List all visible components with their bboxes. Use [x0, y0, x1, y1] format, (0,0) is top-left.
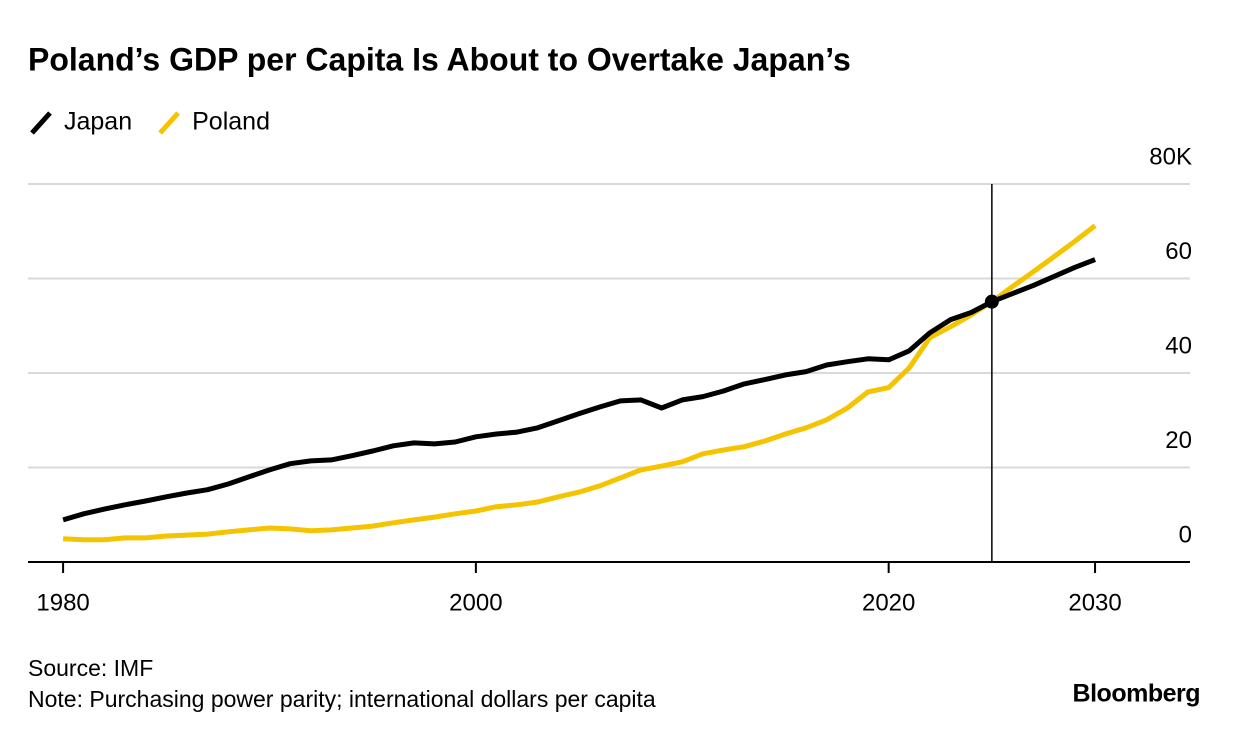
y-tick-label: 20	[1165, 427, 1192, 454]
y-tick-label: 80K	[1149, 143, 1192, 170]
y-tick-label: 0	[1179, 521, 1192, 548]
y-tick-label: 60	[1165, 238, 1192, 265]
legend-swatch	[158, 111, 180, 135]
x-tick-label: 2020	[862, 589, 915, 616]
x-tick-label: 2000	[449, 589, 502, 616]
x-tick-label: 2030	[1068, 589, 1121, 616]
brand: Bloomberg	[1073, 680, 1200, 708]
legend-label: Poland	[192, 108, 270, 136]
chart-title: Poland’s GDP per Capita Is About to Over…	[28, 41, 851, 77]
highlight-dot	[984, 294, 999, 309]
source: Source: IMF	[28, 655, 153, 681]
legend-swatch	[30, 111, 52, 135]
y-tick-label: 40	[1165, 332, 1192, 359]
note: Note: Purchasing power parity; internati…	[28, 686, 656, 712]
series-line	[62, 257, 1097, 523]
legend-label: Japan	[64, 108, 132, 136]
series-line	[62, 223, 1097, 543]
x-tick-label: 1980	[36, 589, 89, 616]
